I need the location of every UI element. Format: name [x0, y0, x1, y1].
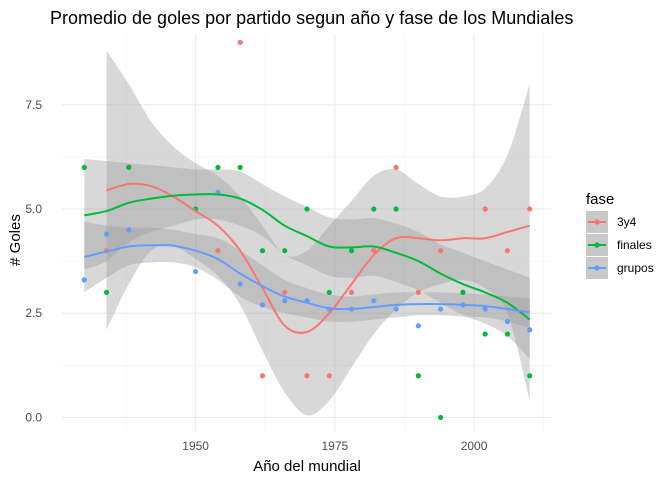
- point-finales-10: [348, 248, 355, 254]
- point-grupos-6: [259, 302, 266, 308]
- point-3y4-12: [438, 248, 444, 254]
- point-grupos-16: [482, 306, 488, 312]
- point-finales-5: [237, 164, 243, 170]
- point-grupos-1: [103, 231, 110, 237]
- chart-title: Promedio de goles por partido segun año …: [50, 8, 573, 28]
- y-tick-label: 5.0: [25, 202, 42, 216]
- point-3y4-11: [415, 289, 421, 295]
- smooth-lines: [84, 182, 531, 334]
- legend: fase 3y4 finales grupos: [586, 191, 654, 279]
- point-grupos-18: [527, 327, 533, 333]
- y-tick-label: 0.0: [25, 410, 42, 424]
- point-finales-1: [103, 289, 110, 295]
- legend-label-finales: finales: [617, 238, 652, 252]
- legend-key-point-grupos: [594, 265, 600, 271]
- point-grupos-12: [393, 306, 399, 312]
- point-finales-9: [326, 289, 332, 295]
- point-3y4-7: [326, 373, 332, 379]
- band-3y4: [106, 50, 530, 416]
- line-3y4: [106, 182, 530, 334]
- grid: [62, 34, 552, 432]
- point-finales-6: [259, 248, 266, 254]
- point-grupos-17: [504, 318, 511, 325]
- point-3y4-8: [348, 289, 355, 295]
- point-3y4-5: [282, 289, 288, 295]
- line-grupos: [84, 244, 530, 314]
- y-axis-title: # Goles: [7, 214, 24, 266]
- point-finales-8: [304, 206, 310, 212]
- point-finales-15: [460, 289, 466, 295]
- y-tick-label: 7.5: [25, 98, 42, 112]
- point-3y4-16: [527, 206, 533, 212]
- point-3y4-14: [482, 206, 488, 212]
- x-tick-label: 1950: [182, 439, 209, 453]
- line-finales: [84, 193, 531, 321]
- tick-labels: 1950 1975 2000 0.0 2.5 5.0 7.5: [25, 98, 487, 453]
- point-3y4-2: [215, 248, 221, 254]
- point-3y4-9: [371, 248, 377, 254]
- band-grupos: [84, 221, 530, 328]
- point-finales-4: [215, 164, 221, 170]
- point-finales-14: [438, 414, 444, 421]
- point-3y4-10: [393, 164, 399, 170]
- point-3y4-3: [237, 39, 243, 45]
- point-finales-13: [415, 373, 421, 379]
- point-grupos-3: [193, 268, 199, 275]
- point-grupos-2: [126, 227, 132, 233]
- x-axis-title: Año del mundial: [253, 458, 361, 475]
- point-finales-0: [81, 164, 87, 170]
- point-finales-17: [504, 331, 511, 337]
- point-grupos-0: [81, 277, 87, 283]
- point-finales-7: [282, 248, 288, 254]
- legend-key-point-finales: [594, 242, 600, 248]
- point-grupos-11: [371, 298, 377, 304]
- point-finales-12: [393, 206, 399, 212]
- point-finales-16: [482, 331, 488, 337]
- point-grupos-14: [438, 306, 444, 312]
- x-tick-label: 2000: [461, 439, 488, 453]
- legend-label-3y4: 3y4: [617, 215, 637, 229]
- point-grupos-13: [415, 323, 421, 329]
- y-tick-label: 2.5: [25, 306, 42, 320]
- legend-key-point-3y4: [594, 219, 600, 225]
- legend-title: fase: [586, 191, 614, 208]
- point-3y4-4: [259, 373, 266, 379]
- legend-label-grupos: grupos: [617, 261, 654, 275]
- point-grupos-7: [282, 298, 288, 304]
- point-3y4-6: [304, 373, 310, 379]
- point-grupos-5: [237, 281, 243, 287]
- point-3y4-15: [504, 248, 511, 254]
- x-tick-label: 1975: [321, 439, 348, 453]
- point-finales-11: [371, 206, 377, 212]
- point-finales-2: [126, 164, 132, 170]
- point-finales-18: [527, 373, 533, 379]
